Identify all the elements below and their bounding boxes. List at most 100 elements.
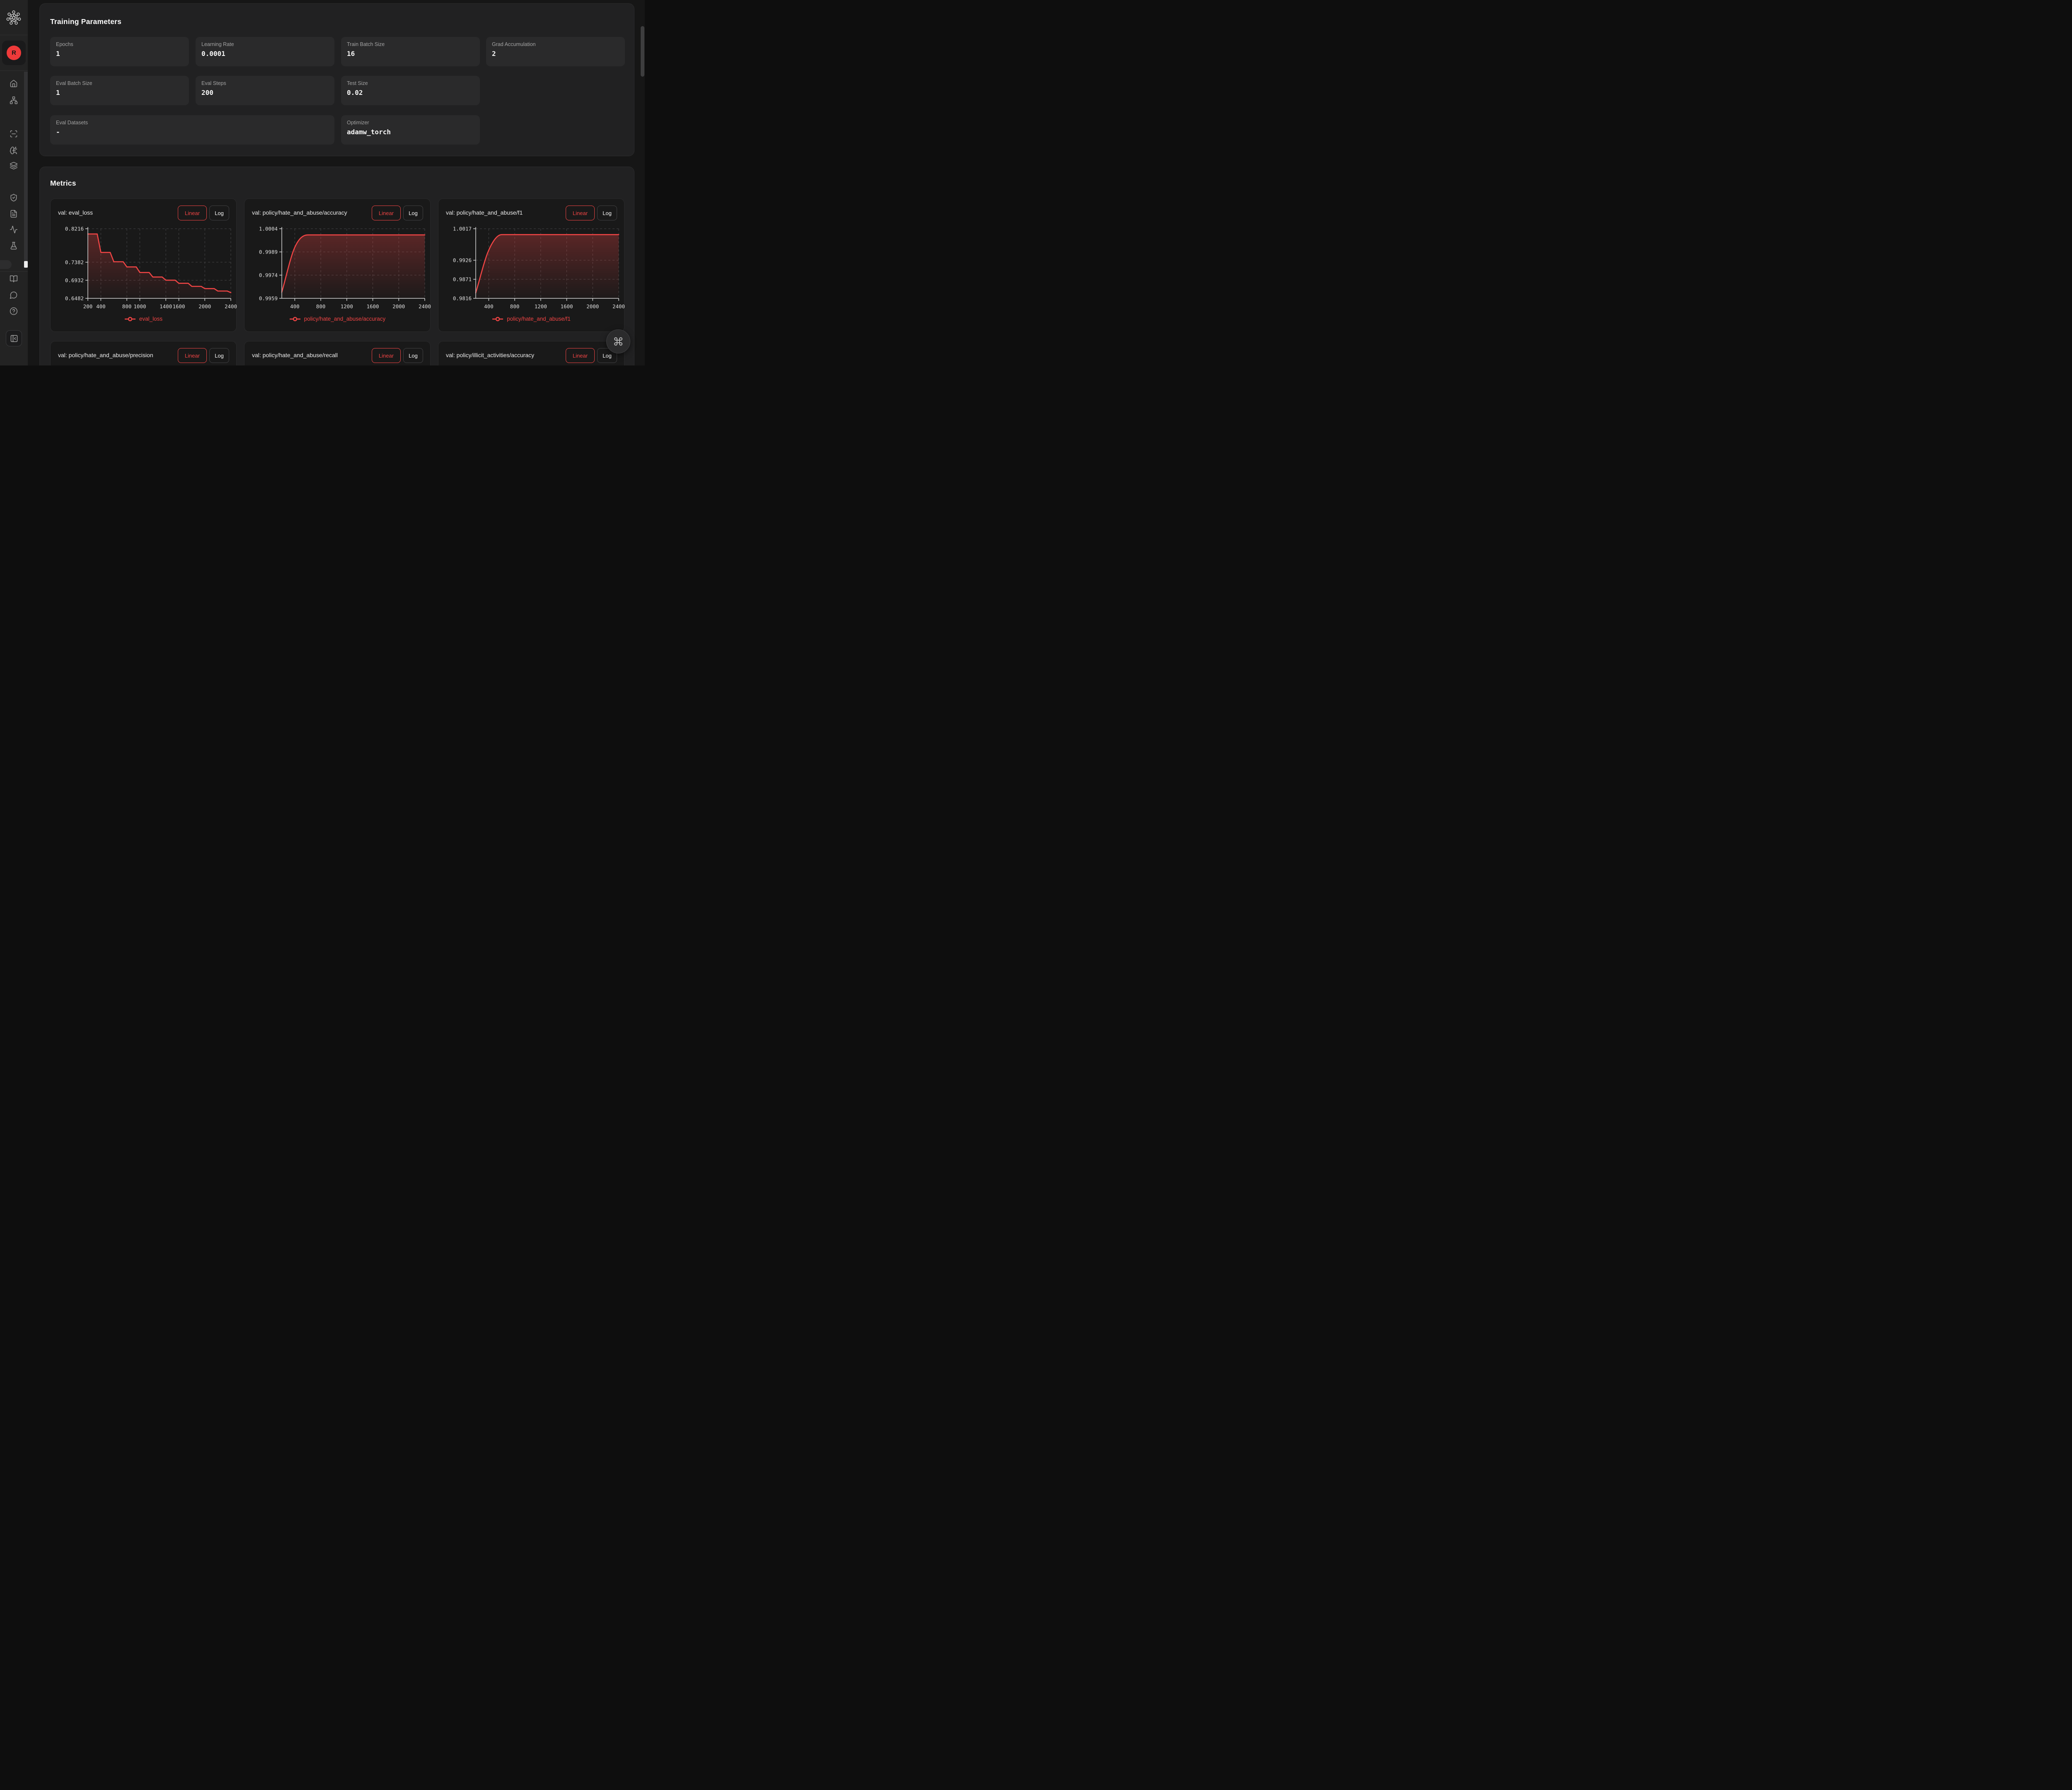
log-scale-button[interactable]: Log — [209, 206, 229, 220]
svg-text:0.8216: 0.8216 — [65, 226, 84, 232]
sidebar-scrollbar-thumb[interactable] — [24, 261, 28, 268]
linear-scale-button[interactable]: Linear — [178, 348, 207, 363]
svg-text:2000: 2000 — [586, 303, 599, 310]
chart-legend[interactable]: eval_loss — [51, 316, 236, 322]
svg-text:0.7382: 0.7382 — [65, 259, 84, 265]
svg-text:1400: 1400 — [160, 303, 172, 310]
avatar[interactable]: R — [7, 46, 21, 60]
param-label: Train Batch Size — [347, 41, 385, 47]
svg-text:0.9989: 0.9989 — [259, 249, 278, 255]
param-label: Eval Datasets — [56, 120, 88, 126]
chart-title: val: eval_loss — [58, 209, 93, 216]
book-open-icon[interactable] — [10, 275, 18, 283]
sidebar-user-section: R — [0, 35, 28, 71]
svg-text:0.9974: 0.9974 — [259, 272, 278, 278]
param-value: 0.0001 — [201, 50, 225, 58]
command-shortcut-button[interactable] — [606, 329, 630, 353]
linear-scale-button[interactable]: Linear — [566, 206, 595, 220]
param-card-train-batch-size: Train Batch Size 16 — [341, 37, 480, 66]
svg-text:2000: 2000 — [392, 303, 405, 310]
svg-text:400: 400 — [290, 303, 300, 310]
command-icon — [614, 337, 622, 346]
chart-title: val: policy/hate_and_abuse/precision — [58, 352, 153, 358]
param-value: 2 — [492, 50, 496, 58]
log-scale-button[interactable]: Log — [597, 206, 617, 220]
svg-text:0.9926: 0.9926 — [453, 257, 472, 264]
sidebar-scrollbar-track[interactable] — [24, 72, 28, 267]
chart-title: val: policy/hate_and_abuse/accuracy — [252, 209, 347, 216]
param-card-optimizer: Optimizer adamw_torch — [341, 115, 480, 145]
legend-marker-icon — [124, 317, 136, 321]
linear-scale-button[interactable]: Linear — [372, 206, 401, 220]
svg-text:0.9816: 0.9816 — [453, 295, 472, 302]
legend-label: policy/hate_and_abuse/accuracy — [304, 316, 386, 322]
chart-plot: 1.0004 0.9989 0.9974 0.9959 400 800 1200 1600 20… — [259, 226, 431, 310]
svg-text:400: 400 — [484, 303, 494, 310]
svg-text:2400: 2400 — [419, 303, 431, 310]
chart-title: val: policy/illicit_activities/accuracy — [446, 352, 535, 358]
param-label: Learning Rate — [201, 41, 234, 47]
layers-icon[interactable] — [10, 162, 18, 170]
brain-circuit-icon[interactable] — [10, 146, 18, 155]
legend-label: policy/hate_and_abuse/f1 — [507, 316, 571, 322]
param-value: 1 — [56, 89, 60, 97]
training-parameters-title: Training Parameters — [50, 17, 122, 26]
svg-text:0.9871: 0.9871 — [453, 276, 472, 283]
scan-line-icon[interactable] — [10, 130, 18, 138]
sidebar: R — [0, 0, 28, 365]
param-card-learning-rate: Learning Rate 0.0001 — [196, 37, 334, 66]
log-scale-button[interactable]: Log — [403, 206, 423, 220]
sidebar-drag-handle[interactable] — [0, 260, 12, 269]
param-label: Test Size — [347, 80, 368, 86]
metrics-panel: Metrics val: eval_loss Linear Log 0.8216 0.7… — [39, 167, 634, 365]
param-value: 0.02 — [347, 89, 363, 97]
param-label: Eval Steps — [201, 80, 226, 86]
collapse-sidebar-button[interactable] — [6, 330, 22, 346]
app-window: R — [0, 0, 645, 365]
svg-text:800: 800 — [316, 303, 326, 310]
chart-legend[interactable]: policy/hate_and_abuse/f1 — [438, 316, 624, 322]
legend-marker-icon — [289, 317, 300, 321]
svg-text:1.0017: 1.0017 — [453, 226, 472, 232]
linear-scale-button[interactable]: Linear — [178, 206, 207, 220]
param-value: 16 — [347, 50, 355, 58]
chart-legend[interactable]: policy/hate_and_abuse/accuracy — [244, 316, 430, 322]
log-scale-button[interactable]: Log — [597, 348, 617, 363]
svg-text:1600: 1600 — [560, 303, 573, 310]
param-card-grad-accumulation: Grad Accumulation 2 — [486, 37, 625, 66]
param-card-epochs: Epochs 1 — [50, 37, 189, 66]
legend-marker-icon — [492, 317, 503, 321]
param-card-eval-batch-size: Eval Batch Size 1 — [50, 76, 189, 105]
message-circle-icon[interactable] — [10, 291, 18, 299]
svg-text:2400: 2400 — [612, 303, 625, 310]
network-icon[interactable] — [10, 96, 18, 104]
activity-icon[interactable] — [10, 225, 18, 234]
log-scale-button[interactable]: Log — [209, 348, 229, 363]
shield-check-icon[interactable] — [10, 194, 18, 202]
param-card-test-size: Test Size 0.02 — [341, 76, 480, 105]
help-circle-icon[interactable] — [10, 307, 18, 315]
param-label: Eval Batch Size — [56, 80, 92, 86]
svg-text:1200: 1200 — [535, 303, 547, 310]
linear-scale-button[interactable]: Linear — [566, 348, 595, 363]
metric-chart-card: val: eval_loss Linear Log 0.8216 0.7382 0.693… — [50, 198, 237, 332]
log-scale-button[interactable]: Log — [403, 348, 423, 363]
svg-text:0.6482: 0.6482 — [65, 295, 84, 302]
metric-chart-card: val: policy/hate_and_abuse/f1 Linear Log 1.… — [438, 198, 625, 332]
linear-scale-button[interactable]: Linear — [372, 348, 401, 363]
svg-text:0.9959: 0.9959 — [259, 295, 278, 302]
svg-text:0.6932: 0.6932 — [65, 277, 84, 283]
metric-chart-card: val: policy/hate_and_abuse/accuracy Linea… — [244, 198, 431, 332]
training-parameters-panel: Training Parameters Epochs 1 Learning Ra… — [39, 3, 634, 156]
home-icon[interactable] — [10, 80, 18, 88]
avatar-card[interactable]: R — [2, 41, 26, 65]
file-text-icon[interactable] — [10, 210, 18, 218]
molecule-logo-icon[interactable] — [5, 10, 22, 26]
svg-text:1600: 1600 — [366, 303, 379, 310]
metric-chart-card: val: policy/illicit_activities/accuracy L… — [438, 341, 625, 365]
flask-icon[interactable] — [10, 242, 18, 250]
main-scrollbar-thumb[interactable] — [641, 26, 644, 77]
param-value: 1 — [56, 50, 60, 58]
logo-header — [0, 0, 28, 35]
